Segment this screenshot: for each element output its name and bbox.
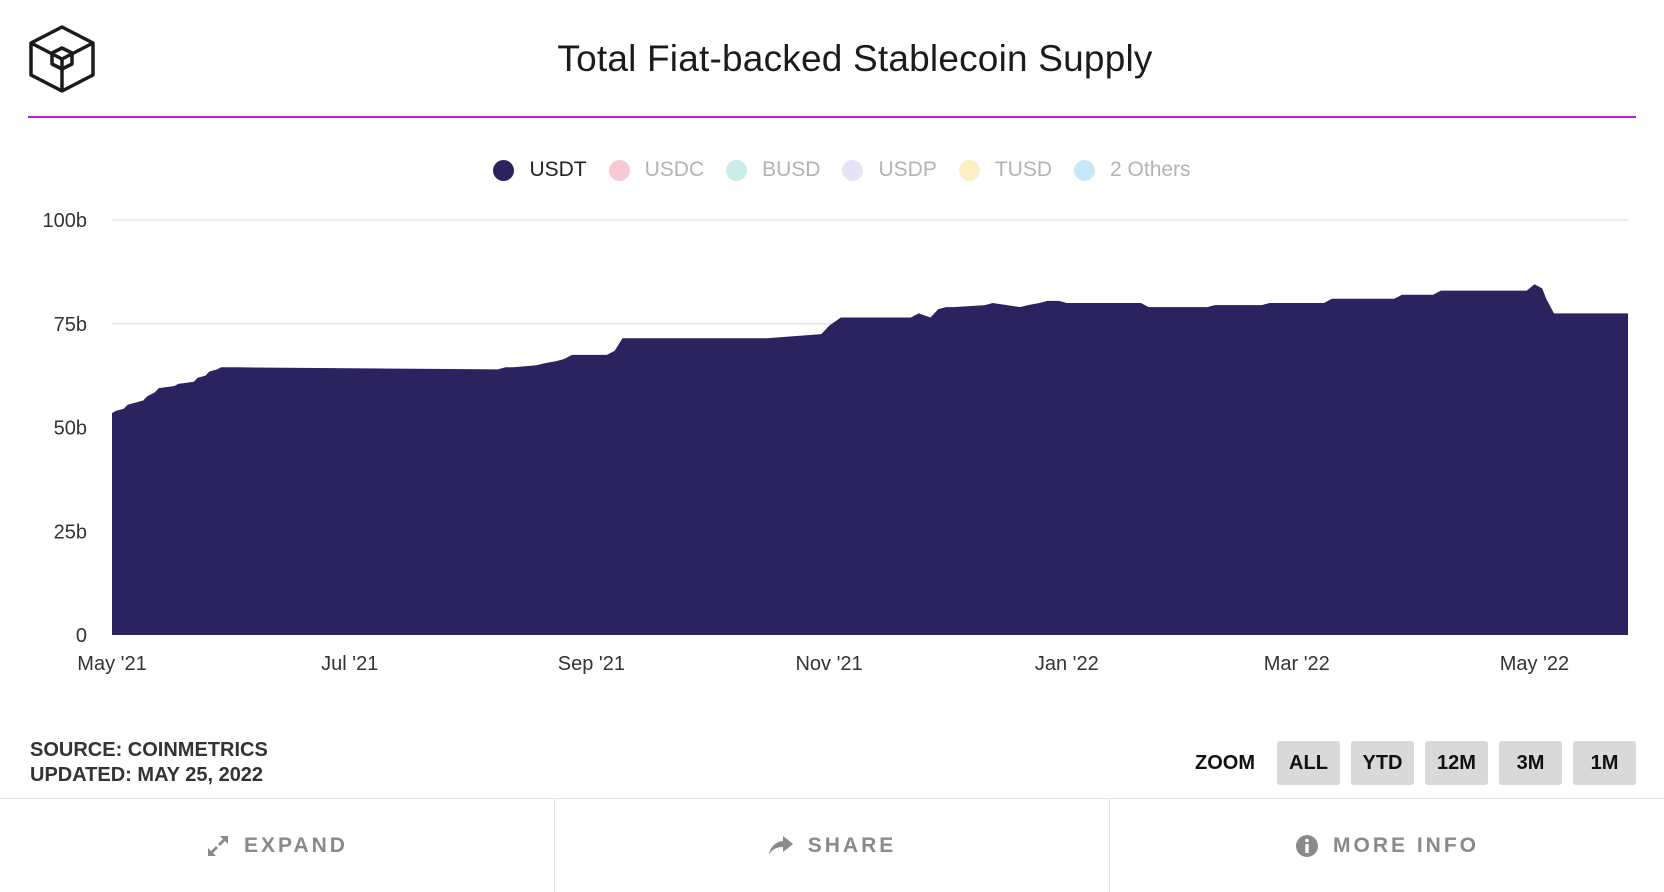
legend-item-usdp[interactable]: USDP <box>842 158 937 182</box>
legend-dot <box>726 159 748 181</box>
zoom-12m-button[interactable]: 12M <box>1425 741 1488 785</box>
expand-button[interactable]: EXPAND <box>0 799 554 892</box>
chart-legend: USDT USDC BUSD USDP TUSD 2 Others <box>0 158 1664 182</box>
zoom-3m-button[interactable]: 3M <box>1499 741 1562 785</box>
legend-dot <box>493 159 515 181</box>
x-tick-label: Jul '21 <box>321 653 378 675</box>
legend-label: BUSD <box>762 158 821 181</box>
x-tick-label: Mar '22 <box>1264 653 1330 675</box>
y-tick-label: 25b <box>54 521 87 543</box>
area-chart: 0 25b 50b 75b 100b May '21 Jul '21 Sep '21 Nov '… <box>43 210 1628 675</box>
x-tick-label: Nov '21 <box>795 653 862 675</box>
x-tick-label: Sep '21 <box>558 653 625 675</box>
zoom-all-button[interactable]: ALL <box>1277 741 1340 785</box>
source-text: SOURCE: COINMETRICS <box>30 739 268 761</box>
legend-item-usdt[interactable]: USDT <box>493 158 587 182</box>
legend-dot <box>1074 159 1096 181</box>
x-tick-label: Jan '22 <box>1035 653 1099 675</box>
zoom-label: ZOOM <box>1195 751 1255 774</box>
y-tick-label: 100b <box>43 210 88 232</box>
share-button[interactable]: SHARE <box>554 799 1109 892</box>
x-tick-label: May '21 <box>77 653 146 675</box>
page-title: Total Fiat-backed Stablecoin Supply <box>557 38 1153 79</box>
more-info-button[interactable]: MORE INFO <box>1109 799 1664 892</box>
y-tick-label: 0 <box>76 625 87 647</box>
legend-item-2-others[interactable]: 2 Others <box>1074 158 1191 182</box>
legend-label: TUSD <box>994 158 1053 181</box>
legend-item-tusd[interactable]: TUSD <box>958 158 1053 182</box>
share-icon <box>768 835 793 855</box>
x-tick-label: May '22 <box>1500 653 1569 675</box>
legend-dot <box>958 159 980 181</box>
legend-dot <box>608 159 630 181</box>
legend-label: USDC <box>644 158 705 181</box>
zoom-1m-button[interactable]: 1M <box>1573 741 1636 785</box>
expand-label: EXPAND <box>244 833 348 857</box>
more-info-label: MORE INFO <box>1333 833 1479 857</box>
legend-item-usdc[interactable]: USDC <box>608 158 705 182</box>
footer-actions: EXPAND SHARE MORE INFO <box>0 798 1664 892</box>
legend-item-busd[interactable]: BUSD <box>726 158 820 182</box>
legend-dot <box>842 159 864 181</box>
series-area-usdt <box>112 284 1628 635</box>
title-divider <box>28 116 1636 118</box>
zoom-controls: ZOOM ALL YTD 12M 3M 1M <box>1195 741 1636 785</box>
share-label: SHARE <box>807 833 897 857</box>
updated-text: UPDATED: MAY 25, 2022 <box>30 764 264 786</box>
zoom-ytd-button[interactable]: YTD <box>1351 741 1414 785</box>
legend-label: 2 Others <box>1110 158 1191 181</box>
y-tick-label: 75b <box>54 314 87 336</box>
logo-icon <box>28 24 96 94</box>
expand-icon <box>208 835 229 856</box>
legend-label: USDT <box>529 158 587 181</box>
legend-label: USDP <box>878 158 937 181</box>
chart-meta: SOURCE: COINMETRICS UPDATED: MAY 25, 202… <box>30 738 268 788</box>
info-icon <box>1296 834 1318 857</box>
y-tick-label: 50b <box>54 418 87 440</box>
